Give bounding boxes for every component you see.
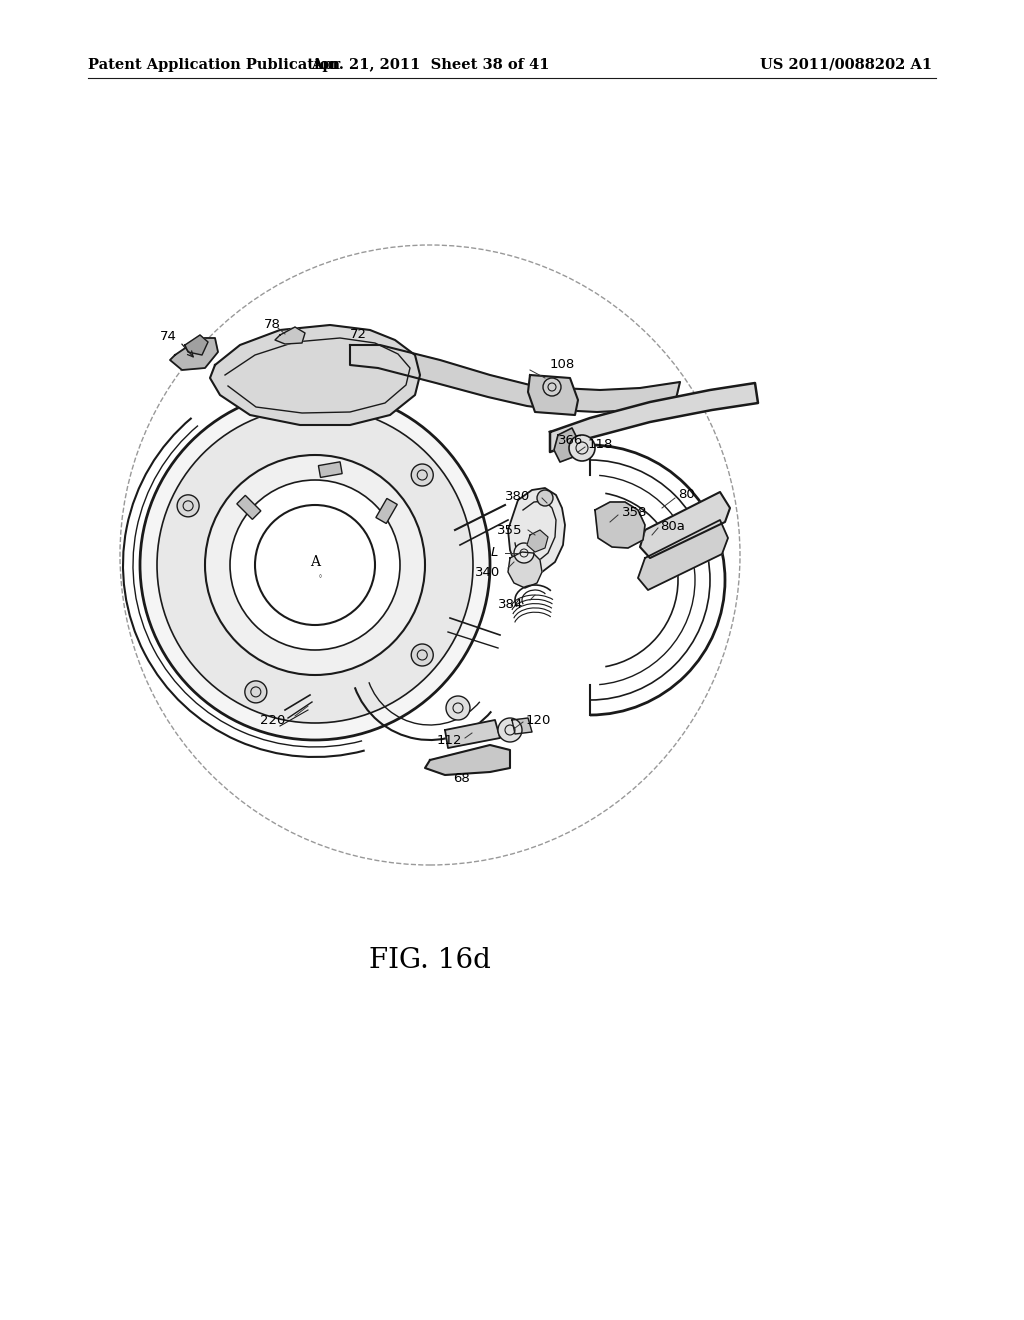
Bar	[376, 499, 397, 524]
Text: 340: 340	[475, 565, 500, 578]
Circle shape	[245, 681, 267, 702]
Text: 366: 366	[558, 433, 584, 446]
Circle shape	[569, 436, 595, 461]
Text: 380: 380	[505, 491, 530, 503]
Text: 220: 220	[260, 714, 285, 726]
Polygon shape	[210, 325, 420, 425]
Polygon shape	[527, 531, 548, 552]
Text: Patent Application Publication: Patent Application Publication	[88, 58, 340, 73]
Circle shape	[543, 378, 561, 396]
Text: 68: 68	[454, 771, 470, 784]
Text: 72: 72	[350, 329, 367, 342]
Polygon shape	[595, 502, 645, 548]
Circle shape	[446, 696, 470, 719]
Text: 74: 74	[160, 330, 176, 342]
Polygon shape	[185, 335, 208, 355]
Text: FIG. 16d: FIG. 16d	[369, 946, 490, 974]
Circle shape	[514, 543, 534, 564]
Polygon shape	[508, 488, 565, 576]
Polygon shape	[275, 327, 305, 345]
Text: 355: 355	[497, 524, 522, 536]
Text: 120: 120	[526, 714, 551, 726]
Text: 118: 118	[588, 437, 613, 450]
Circle shape	[230, 480, 400, 649]
Polygon shape	[512, 718, 532, 734]
Polygon shape	[528, 375, 578, 414]
Text: 78: 78	[263, 318, 281, 331]
Polygon shape	[425, 744, 510, 775]
Text: 384: 384	[498, 598, 523, 610]
Circle shape	[177, 495, 199, 517]
Polygon shape	[350, 345, 680, 412]
Text: Apr. 21, 2011  Sheet 38 of 41: Apr. 21, 2011 Sheet 38 of 41	[310, 58, 549, 73]
Polygon shape	[508, 552, 542, 587]
Text: A: A	[310, 554, 319, 569]
Polygon shape	[554, 428, 578, 462]
Bar	[237, 495, 261, 519]
Polygon shape	[640, 492, 730, 558]
Bar	[318, 462, 342, 478]
Text: 80a: 80a	[660, 520, 685, 532]
Text: 80: 80	[678, 488, 694, 502]
Text: 108: 108	[550, 359, 575, 371]
Text: US 2011/0088202 A1: US 2011/0088202 A1	[760, 58, 932, 73]
Text: ◦: ◦	[317, 573, 323, 582]
Polygon shape	[445, 719, 500, 748]
Circle shape	[157, 407, 473, 723]
Text: L: L	[490, 546, 498, 560]
Circle shape	[412, 644, 433, 667]
Circle shape	[498, 718, 522, 742]
Polygon shape	[638, 520, 728, 590]
Circle shape	[412, 465, 433, 486]
Circle shape	[537, 490, 553, 506]
Circle shape	[205, 455, 425, 675]
Polygon shape	[170, 338, 218, 370]
Circle shape	[255, 506, 375, 624]
Circle shape	[140, 389, 490, 741]
Polygon shape	[550, 383, 758, 451]
Text: 358: 358	[622, 507, 647, 520]
Text: 112: 112	[436, 734, 462, 747]
